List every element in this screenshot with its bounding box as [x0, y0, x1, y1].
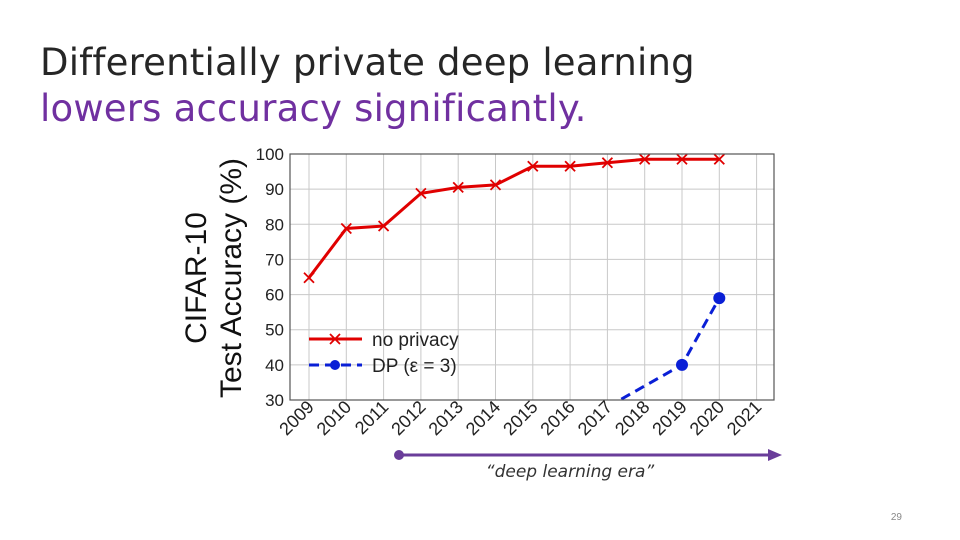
slide-title: Differentially private deep learning low…	[40, 40, 695, 132]
y-tick-label: 90	[265, 180, 284, 199]
x-tick-label: 2013	[425, 397, 467, 439]
legend-label-dp: DP (ε = 3)	[372, 356, 457, 377]
x-tick-label: 2012	[387, 397, 429, 439]
x-tick-label: 2020	[686, 397, 728, 439]
data-point-x-marker	[713, 153, 725, 165]
y-axis-label-line-1: CIFAR-10	[180, 212, 213, 344]
x-tick-label: 2019	[648, 397, 690, 439]
data-point-circle-marker	[713, 292, 726, 305]
data-point-x-marker	[415, 187, 427, 199]
y-tick-label: 60	[265, 286, 284, 305]
data-point-x-marker	[377, 220, 390, 232]
x-tick-label: 2011	[351, 397, 393, 439]
legend-marker-circle	[330, 360, 340, 370]
legend-label-no-privacy: no privacy	[372, 330, 459, 351]
data-point-x-marker	[564, 160, 576, 172]
x-tick-label: 2015	[499, 397, 541, 439]
data-point-x-marker	[527, 160, 539, 172]
data-point-x-marker	[340, 222, 352, 235]
y-tick-label: 40	[265, 356, 284, 375]
data-point-x-marker	[601, 157, 614, 169]
x-tick-label: 2017	[574, 397, 616, 439]
plot-frame	[289, 153, 775, 401]
slide-number: 29	[890, 512, 902, 523]
y-tick-label: 50	[265, 321, 284, 340]
data-point-x-marker	[489, 179, 502, 191]
series-line-1	[616, 297, 721, 400]
deep-learning-era-arrow	[394, 449, 782, 461]
chart-legend: no privacy DP (ε = 3)	[309, 330, 459, 377]
title-line-1: Differentially private deep learning	[40, 41, 695, 84]
y-tick-label: 100	[256, 145, 284, 164]
x-tick-label: 2014	[462, 397, 504, 439]
data-point-circle-marker	[676, 358, 688, 371]
era-arrow-head	[768, 449, 782, 461]
y-tick-label: 70	[265, 250, 284, 269]
y-tick-label: 80	[265, 215, 284, 234]
series-line-0	[307, 157, 720, 279]
data-point-x-marker	[639, 153, 651, 165]
data-point-x-marker	[303, 272, 315, 284]
era-arrow-start-dot	[394, 450, 404, 460]
data-point-x-marker	[452, 181, 464, 194]
era-label: “deep learning era”	[485, 462, 655, 482]
data-point-x-marker	[676, 153, 688, 165]
x-tick-label: 2021	[723, 397, 765, 439]
legend-marker-x	[329, 333, 341, 345]
x-tick-label: 2010	[313, 397, 355, 439]
title-line-2: lowers accuracy significantly.	[40, 87, 587, 130]
y-tick-label: 30	[265, 391, 284, 410]
y-axis-label-line-2: Test Accuracy (%)	[215, 158, 248, 398]
x-tick-label: 2016	[536, 397, 578, 439]
x-tick-label: 2018	[611, 397, 653, 439]
